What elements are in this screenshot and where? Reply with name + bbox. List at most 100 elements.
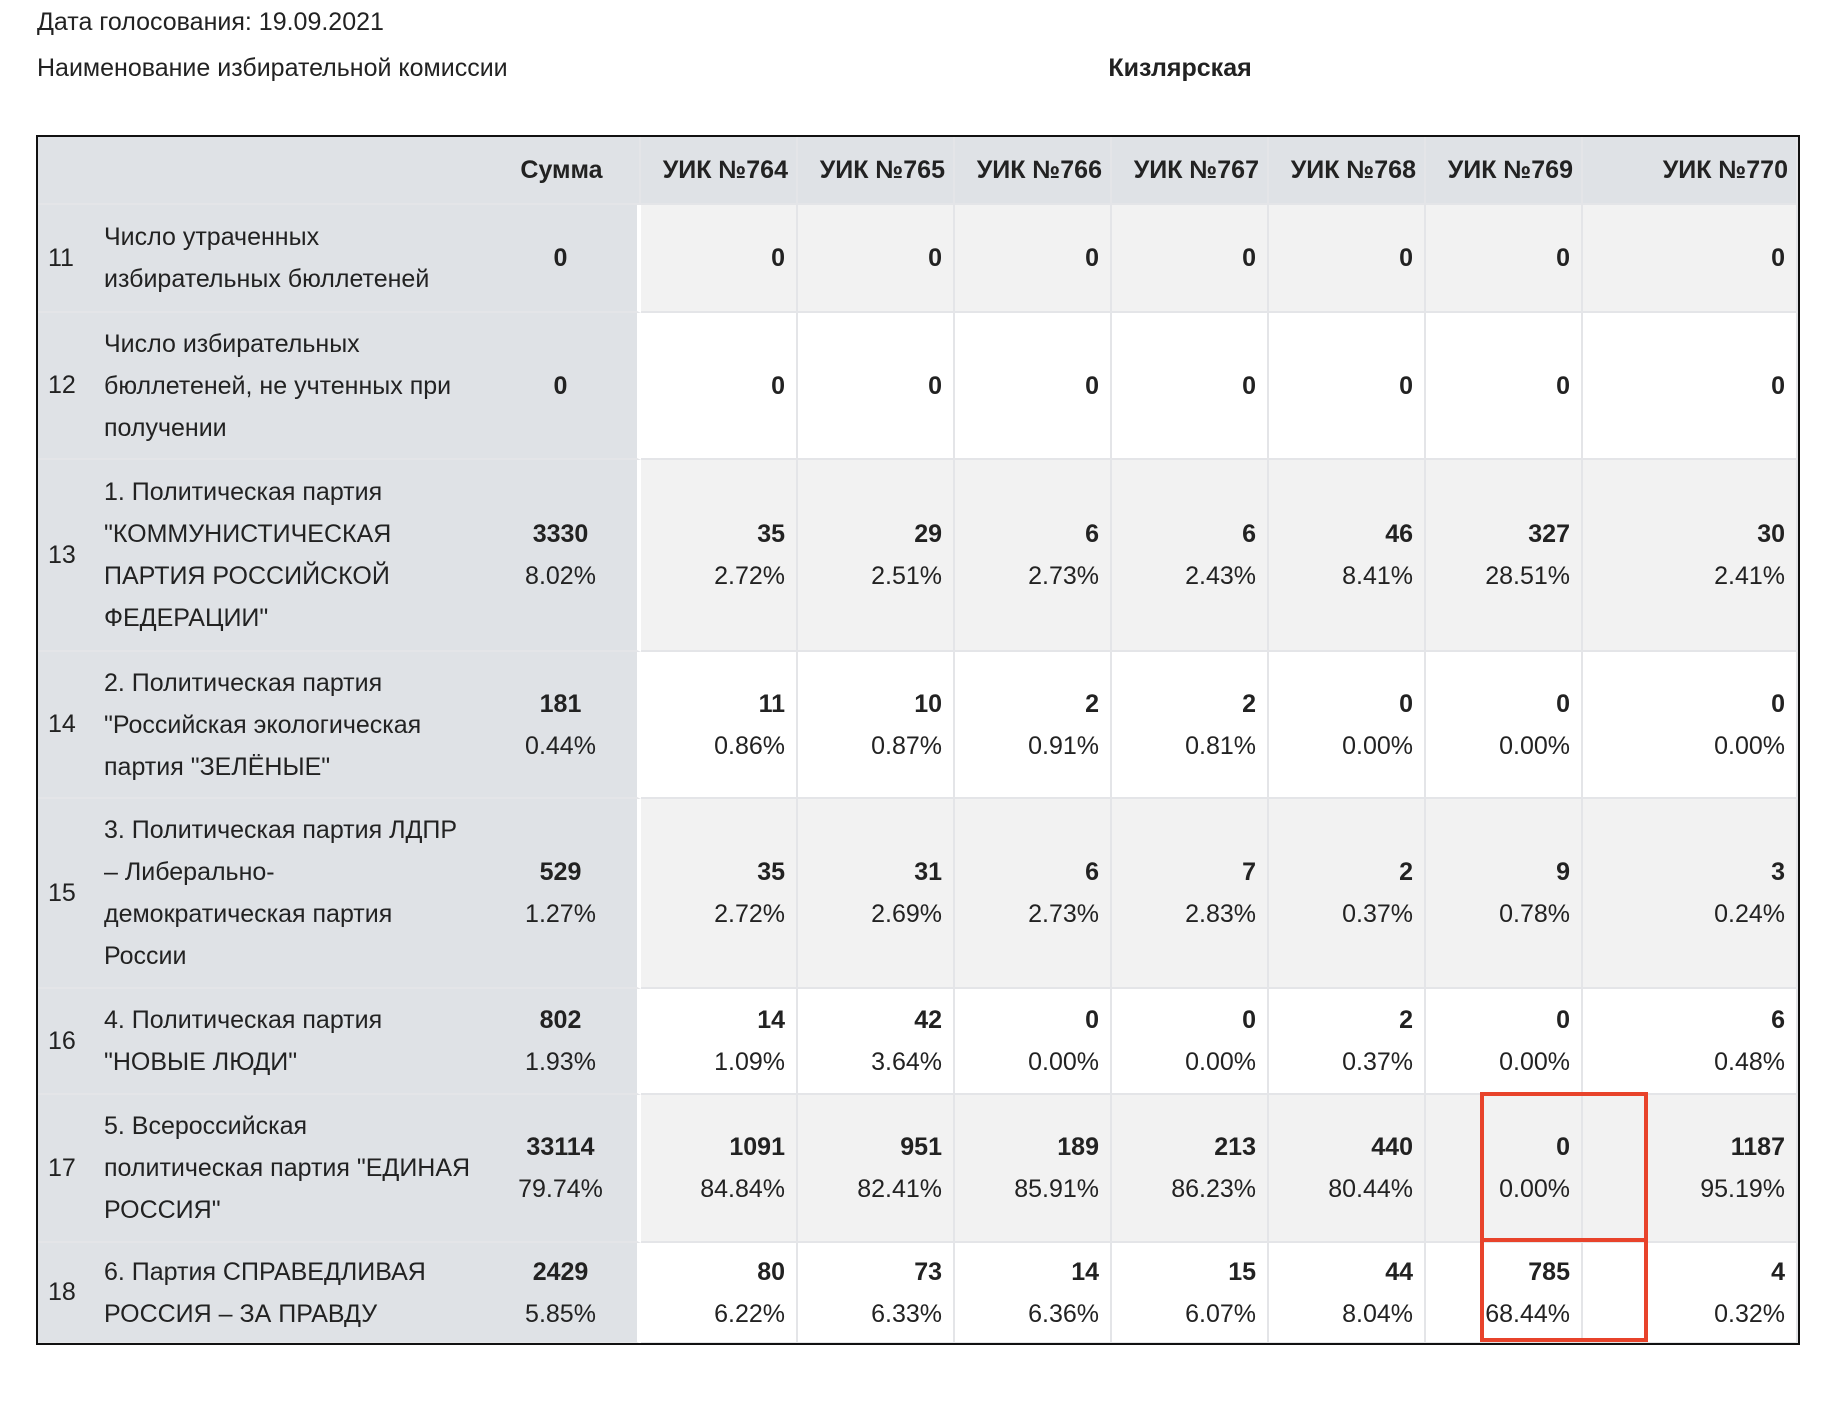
- vote-count: 46: [1385, 520, 1413, 548]
- row-label: 3. Политическая партия ЛДПР – Либерально…: [104, 799, 484, 989]
- vote-percent: 8.04%: [1342, 1299, 1413, 1328]
- vote-count: 0: [928, 244, 942, 272]
- vote-percent: 6.33%: [871, 1299, 942, 1328]
- vote-count: 0: [1556, 1133, 1570, 1161]
- value-cell: 14 1.09%: [641, 989, 798, 1095]
- vote-percent: 0.24%: [1714, 900, 1785, 928]
- vote-count: 0: [1242, 1006, 1256, 1034]
- vote-count: 0: [1085, 244, 1099, 272]
- commission-name-label: Наименование избирательной комиссии: [37, 54, 508, 82]
- vote-count: 3: [1771, 858, 1785, 886]
- value-cell: 44 8.04%: [1269, 1243, 1426, 1343]
- vote-percent: 82.41%: [857, 1175, 942, 1203]
- vote-count: 0: [1399, 244, 1413, 272]
- vote-percent: 0.00%: [1185, 1048, 1256, 1076]
- vote-count: 181: [539, 689, 582, 718]
- table-row: 18 6. Партия СПРАВЕДЛИВАЯ РОССИЯ – ЗА ПРА…: [38, 1243, 1798, 1343]
- vote-percent: 0.78%: [1499, 900, 1570, 928]
- value-cell: 6 2.73%: [955, 799, 1112, 989]
- column-header-uik: УИК №764: [641, 137, 798, 205]
- vote-percent: 84.84%: [700, 1175, 785, 1203]
- vote-count: 0: [1556, 689, 1570, 718]
- value-cell: 0: [1426, 313, 1583, 460]
- vote-count: 42: [914, 1006, 942, 1034]
- vote-count: 1091: [729, 1133, 785, 1161]
- value-cell: 0: [1269, 205, 1426, 313]
- vote-percent: 2.51%: [871, 562, 942, 590]
- vote-percent: 2.43%: [1185, 562, 1256, 590]
- value-cell: 440 80.44%: [1269, 1095, 1426, 1243]
- value-cell: 0: [955, 205, 1112, 313]
- vote-percent: 0.81%: [1185, 731, 1256, 760]
- vote-count: 0: [553, 371, 568, 400]
- vote-percent: 0.00%: [1499, 731, 1570, 760]
- value-cell: 46 8.41%: [1269, 460, 1426, 652]
- row-number: 12: [38, 313, 104, 460]
- vote-percent: 3.64%: [871, 1048, 942, 1076]
- vote-percent: 0.00%: [1499, 1048, 1570, 1076]
- vote-count: 14: [1071, 1257, 1099, 1286]
- vote-percent: 6.22%: [714, 1299, 785, 1328]
- vote-count: 14: [757, 1006, 785, 1034]
- value-cell: 6 2.43%: [1112, 460, 1269, 652]
- row-number: 18: [38, 1243, 104, 1343]
- vote-percent: 85.91%: [1014, 1175, 1099, 1203]
- voting-date: Дата голосования: 19.09.2021: [37, 8, 384, 36]
- vote-percent: 0.44%: [525, 731, 596, 760]
- value-cell: 0 0.00%: [1426, 989, 1583, 1095]
- vote-count: 189: [1057, 1133, 1099, 1161]
- sum-cell: 0: [484, 205, 641, 313]
- vote-percent: 0.00%: [1499, 1175, 1570, 1203]
- vote-count: 0: [928, 371, 942, 400]
- vote-percent: 2.73%: [1028, 562, 1099, 590]
- vote-percent: 0.91%: [1028, 731, 1099, 760]
- value-cell: 80 6.22%: [641, 1243, 798, 1343]
- vote-count: 3330: [532, 520, 589, 548]
- vote-count: 213: [1214, 1133, 1256, 1161]
- value-cell: 0: [1269, 313, 1426, 460]
- vote-percent: 2.72%: [714, 562, 785, 590]
- table-row: 12 Число избирательных бюллетеней, не учт…: [38, 313, 1798, 460]
- row-number: 14: [38, 652, 104, 799]
- value-cell: 0: [1583, 205, 1798, 313]
- vote-count: 2: [1242, 689, 1256, 718]
- value-cell: 0: [1112, 205, 1269, 313]
- value-cell: 9 0.78%: [1426, 799, 1583, 989]
- vote-percent: 2.41%: [1714, 562, 1785, 590]
- vote-count: 2: [1399, 858, 1413, 886]
- value-cell: 6 2.73%: [955, 460, 1112, 652]
- results-table-container[interactable]: Сумма УИК №764 УИК №765 УИК №766 УИК №767 УИК…: [36, 135, 1800, 1345]
- value-cell: 0: [798, 205, 955, 313]
- vote-percent: 86.23%: [1171, 1175, 1256, 1203]
- vote-percent: 1.27%: [525, 900, 596, 928]
- column-header-sum: Сумма: [484, 137, 641, 205]
- vote-count: 9: [1556, 858, 1570, 886]
- table-row: 17 5. Всероссийская политическая партия "…: [38, 1095, 1798, 1243]
- vote-percent: 1.93%: [525, 1048, 596, 1076]
- value-cell: 7 2.83%: [1112, 799, 1269, 989]
- vote-count: 0: [1771, 689, 1785, 718]
- value-cell: 73 6.33%: [798, 1243, 955, 1343]
- value-cell: 0 0.00%: [1112, 989, 1269, 1095]
- vote-count: 80: [757, 1257, 785, 1286]
- vote-percent: 0.37%: [1342, 900, 1413, 928]
- sum-cell: 0: [484, 313, 641, 460]
- vote-percent: 1.09%: [714, 1048, 785, 1076]
- table-row: 14 2. Политическая партия "Российская эко…: [38, 652, 1798, 799]
- row-number: 11: [38, 205, 104, 313]
- sum-cell: 33114 79.74%: [484, 1095, 641, 1243]
- vote-count: 327: [1528, 520, 1570, 548]
- vote-percent: 5.85%: [525, 1299, 596, 1328]
- header-num: [38, 137, 104, 205]
- value-cell: 0: [798, 313, 955, 460]
- vote-percent: 6.36%: [1028, 1299, 1099, 1328]
- vote-count: 29: [914, 520, 942, 548]
- vote-count: 0: [771, 244, 785, 272]
- column-header-uik: УИК №766: [955, 137, 1112, 205]
- vote-count: 0: [1085, 1006, 1099, 1034]
- value-cell: 213 86.23%: [1112, 1095, 1269, 1243]
- value-cell: 42 3.64%: [798, 989, 955, 1095]
- vote-percent: 80.44%: [1328, 1175, 1413, 1203]
- row-label: 1. Политическая партия "КОММУНИСТИЧЕСКАЯ…: [104, 460, 484, 652]
- vote-count: 0: [1399, 689, 1413, 718]
